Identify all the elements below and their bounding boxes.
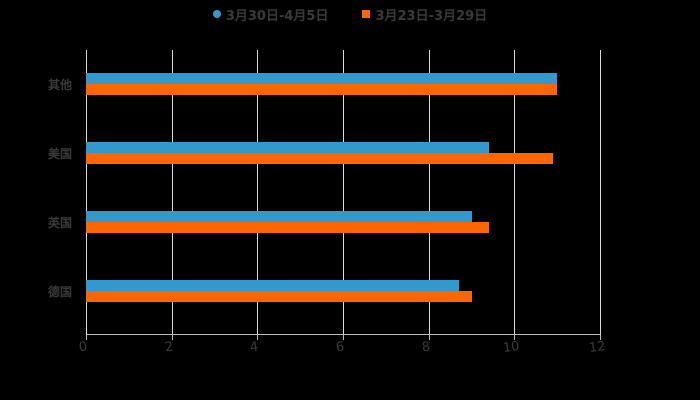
x-axis-line: [86, 334, 600, 335]
x-tick: [600, 335, 601, 340]
x-tick: [86, 335, 87, 340]
x-tick: [343, 335, 344, 340]
bar[interactable]: [86, 280, 459, 291]
x-tick-label: 2: [163, 339, 174, 356]
gridline: [600, 50, 601, 335]
gridline: [514, 50, 516, 335]
plot-area: [86, 50, 601, 340]
category-label: 美国: [48, 147, 73, 161]
legend-square-icon: [362, 10, 371, 18]
x-tick: [514, 335, 516, 340]
x-tick-label: 0: [77, 339, 89, 356]
bar[interactable]: [86, 222, 489, 233]
bar[interactable]: [86, 142, 489, 153]
legend-dot-icon: [212, 10, 221, 18]
x-tick: [171, 335, 173, 340]
x-tick-label: 6: [334, 339, 346, 356]
bar[interactable]: [86, 73, 558, 84]
gridline: [171, 50, 173, 335]
legend-label: 3月30日-4月5日: [225, 8, 329, 24]
x-tick: [257, 335, 259, 340]
x-tick-label: 12: [588, 338, 607, 357]
gridline: [86, 50, 87, 335]
gridline: [257, 50, 259, 335]
x-tick-label: 4: [249, 339, 260, 356]
x-tick: [428, 335, 430, 340]
x-tick-label: 10: [502, 338, 521, 357]
legend-item-series-2[interactable]: 3月23日-3月29日: [362, 5, 487, 24]
gridline: [428, 50, 430, 335]
category-label: 其他: [48, 78, 73, 92]
gridline: [343, 50, 344, 335]
category-label: 英国: [48, 216, 73, 230]
legend-label: 3月23日-3月29日: [375, 8, 488, 24]
bar[interactable]: [86, 211, 472, 222]
legend: 3月30日-4月5日 3月23日-3月29日: [0, 4, 700, 24]
x-tick-label: 8: [420, 339, 431, 356]
legend-item-series-1[interactable]: 3月30日-4月5日: [212, 5, 329, 24]
bar[interactable]: [86, 84, 558, 95]
category-label: 德国: [48, 285, 73, 299]
bar[interactable]: [86, 291, 472, 302]
bar[interactable]: [86, 153, 553, 164]
